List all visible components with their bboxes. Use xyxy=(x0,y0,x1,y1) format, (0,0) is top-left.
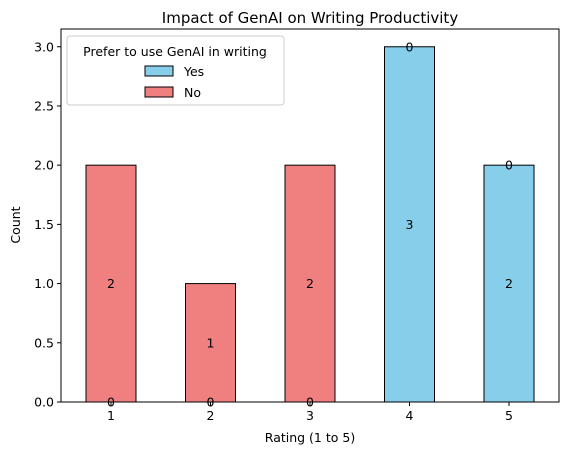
legend-frame xyxy=(66,35,285,106)
x-tick-label: 2 xyxy=(207,408,215,423)
bar-yes-5 xyxy=(483,164,535,403)
y-tick-label: 0.0 xyxy=(34,395,54,410)
axis-ticks: 0.0 0.5 1.0 1.5 2.0 2.5 3.0 1 2 3 4 5 xyxy=(34,39,513,423)
legend-swatch-yes xyxy=(144,65,174,77)
y-axis-label: Count xyxy=(8,206,23,243)
legend-swatch-no xyxy=(144,86,174,98)
bar-label-yes-5: 2 xyxy=(505,276,513,291)
y-tick-label: 1.0 xyxy=(34,276,54,291)
legend-label-no: No xyxy=(184,85,201,100)
y-tick-label: 2.5 xyxy=(34,98,54,113)
bar-no-1 xyxy=(85,164,137,403)
x-tick-label: 1 xyxy=(107,408,115,423)
bar-label-no-1: 2 xyxy=(107,276,115,291)
bar-yes-4 xyxy=(384,46,435,403)
bar-label-no-2: 1 xyxy=(207,335,215,350)
y-tick-label: 3.0 xyxy=(34,39,54,54)
legend-label-yes: Yes xyxy=(183,64,204,79)
y-tick-label: 1.5 xyxy=(34,217,54,232)
x-tick-label: 4 xyxy=(406,408,414,423)
bars xyxy=(85,46,535,403)
plot-frame xyxy=(60,28,560,403)
x-tick-label: 5 xyxy=(505,408,513,423)
legend-title: Prefer to use GenAI in writing xyxy=(83,44,267,59)
bar-no-2 xyxy=(185,283,236,403)
bar-label-no-4: 0 xyxy=(406,39,414,54)
y-tick-label: 2.0 xyxy=(34,158,54,173)
bar-label-no-5: 0 xyxy=(505,158,513,173)
x-tick-label: 3 xyxy=(306,408,314,423)
legend: Prefer to use GenAI in writing Yes No xyxy=(66,35,285,106)
bar-label-yes-4: 3 xyxy=(406,217,414,232)
bar-label-no-3: 2 xyxy=(306,276,314,291)
chart-title: Impact of GenAI on Writing Productivity xyxy=(162,9,459,27)
y-tick-label: 0.5 xyxy=(34,335,54,350)
x-axis-label: Rating (1 to 5) xyxy=(265,430,355,445)
